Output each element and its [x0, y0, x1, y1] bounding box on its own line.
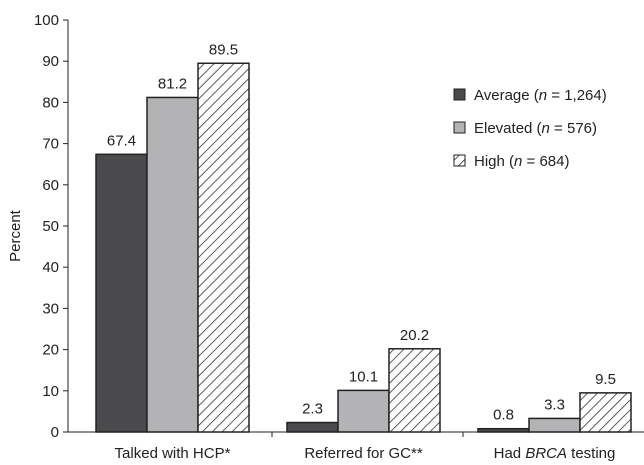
bar [388, 348, 441, 433]
bar-value-label: 2.3 [302, 401, 323, 418]
x-category-label: Talked with HCP* [115, 445, 231, 462]
bar [337, 389, 390, 433]
bar [528, 417, 581, 433]
bar [286, 421, 339, 433]
legend-swatch [453, 121, 466, 134]
y-tick-label: 30 [42, 300, 59, 317]
y-tick-label: 70 [42, 136, 59, 153]
y-tick-label: 20 [42, 342, 59, 359]
legend-swatch [453, 88, 466, 101]
y-tick-label: 80 [42, 94, 59, 111]
bar-value-label: 3.3 [544, 396, 565, 413]
y-tick-label: 50 [42, 218, 59, 235]
y-tick-label: 100 [34, 12, 59, 29]
bar-value-label: 81.2 [158, 75, 187, 92]
bar [146, 96, 199, 433]
bar [197, 62, 250, 433]
bar-value-label: 10.1 [349, 368, 378, 385]
legend-entry-label: Elevated (n = 576) [474, 120, 597, 137]
x-category-label: Referred for GC** [304, 445, 423, 462]
legend-swatch [453, 154, 466, 167]
bar [95, 153, 148, 433]
bar-value-label: 0.8 [493, 407, 514, 424]
y-tick-label: 90 [42, 53, 59, 70]
y-tick-label: 10 [42, 383, 59, 400]
bar-value-label: 9.5 [595, 371, 616, 388]
x-category-label: Had BRCA testing [494, 445, 616, 462]
legend-entry-label: Average (n = 1,264) [474, 87, 607, 104]
bar-value-label: 89.5 [209, 41, 238, 58]
y-tick-label: 0 [51, 424, 59, 441]
bar [477, 427, 530, 433]
plot-area: 0 10 20 30 40 50 60 70 80 90 100 Percent 67.4 81.2 89.… [7, 12, 644, 462]
bar-value-label: 20.2 [400, 327, 429, 344]
y-axis-title: Percent [7, 209, 24, 262]
legend-entry-label: High (n = 684) [474, 153, 569, 170]
y-tick-label: 40 [42, 259, 59, 276]
bar [579, 392, 632, 433]
bar-value-label: 67.4 [107, 132, 136, 149]
y-tick-label: 60 [42, 177, 59, 194]
